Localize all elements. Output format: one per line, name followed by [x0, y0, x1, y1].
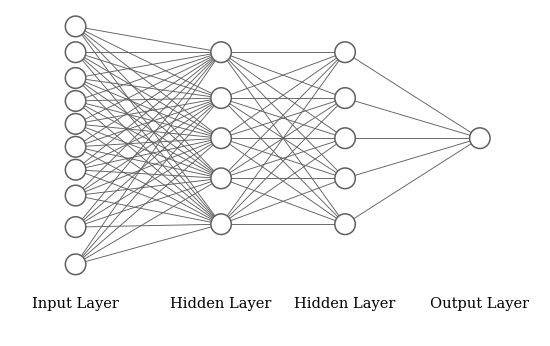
Ellipse shape — [65, 136, 86, 157]
Ellipse shape — [335, 88, 355, 108]
Ellipse shape — [65, 68, 86, 88]
Ellipse shape — [65, 91, 86, 111]
Ellipse shape — [65, 16, 86, 37]
Ellipse shape — [335, 42, 355, 63]
Ellipse shape — [211, 88, 232, 108]
Ellipse shape — [211, 214, 232, 235]
Ellipse shape — [470, 128, 490, 148]
Ellipse shape — [65, 217, 86, 237]
Ellipse shape — [65, 113, 86, 134]
Ellipse shape — [335, 168, 355, 189]
Ellipse shape — [211, 42, 232, 63]
Ellipse shape — [65, 185, 86, 206]
Ellipse shape — [65, 254, 86, 275]
Ellipse shape — [335, 128, 355, 148]
Text: Hidden Layer: Hidden Layer — [294, 297, 396, 311]
Ellipse shape — [211, 168, 232, 189]
Text: Output Layer: Output Layer — [430, 297, 530, 311]
Ellipse shape — [335, 214, 355, 235]
Ellipse shape — [65, 42, 86, 63]
Ellipse shape — [211, 128, 232, 148]
Ellipse shape — [65, 160, 86, 180]
Text: Input Layer: Input Layer — [32, 297, 119, 311]
Text: Hidden Layer: Hidden Layer — [170, 297, 272, 311]
